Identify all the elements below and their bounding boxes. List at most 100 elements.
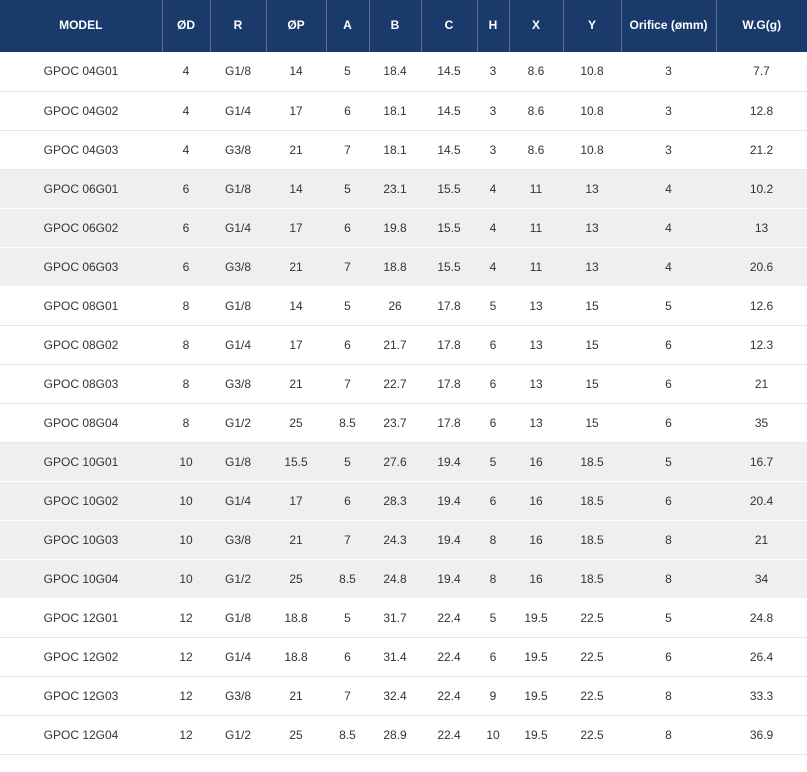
table-cell: 35 <box>716 403 807 443</box>
table-cell: 17 <box>266 481 326 521</box>
table-cell: 13 <box>716 208 807 248</box>
table-row: GPOC 06G03 6 G3/8 21 7 18.8 15.5 4 11 13 4 20.6 <box>0 247 807 287</box>
table-cell: 19.5 <box>509 715 563 755</box>
table-cell: 19.8 <box>369 208 421 248</box>
model-cell: GPOC 08G03 <box>0 364 162 404</box>
model-cell: GPOC 10G04 <box>0 559 162 599</box>
table-cell: G1/4 <box>210 481 266 521</box>
table-cell: 17.8 <box>421 364 477 404</box>
table-cell: 5 <box>477 442 509 482</box>
table-cell: 6 <box>621 403 716 443</box>
table-cell: 23.7 <box>369 403 421 443</box>
table-cell: 9 <box>477 676 509 716</box>
table-cell: 22.5 <box>563 637 621 677</box>
column-header: H <box>477 0 510 52</box>
model-cell: GPOC 06G03 <box>0 247 162 287</box>
table-cell: G3/8 <box>210 676 266 716</box>
table-cell: G3/8 <box>210 130 266 170</box>
table-cell: 13 <box>563 208 621 248</box>
table-cell: 18.5 <box>563 520 621 560</box>
table-cell: 12.8 <box>716 91 807 131</box>
model-cell: GPOC 12G04 <box>0 715 162 755</box>
table-cell: G1/4 <box>210 637 266 677</box>
column-header: A <box>326 0 370 52</box>
table-cell: 11 <box>509 208 563 248</box>
table-cell: 6 <box>621 325 716 365</box>
table-cell: 15 <box>563 325 621 365</box>
model-cell: GPOC 12G02 <box>0 637 162 677</box>
table-cell: G1/4 <box>210 91 266 131</box>
table-cell: 19.5 <box>509 676 563 716</box>
table-cell: G1/8 <box>210 442 266 482</box>
table-cell: 13 <box>509 286 563 326</box>
table-cell: G3/8 <box>210 364 266 404</box>
table-row: GPOC 12G02 12 G1/4 18.8 6 31.4 22.4 6 19.5 22.5 6 2… <box>0 637 807 677</box>
table-row: GPOC 04G03 4 G3/8 21 7 18.1 14.5 3 8.6 10.8 3 21.2 <box>0 130 807 170</box>
model-cell: GPOC 08G02 <box>0 325 162 365</box>
table-cell: 21 <box>266 130 326 170</box>
table-cell: 10.8 <box>563 52 621 92</box>
table-cell: 13 <box>509 364 563 404</box>
table-cell: 18.8 <box>266 598 326 638</box>
table-cell: 27.6 <box>369 442 421 482</box>
table-cell: 12.6 <box>716 286 807 326</box>
table-cell: 20.4 <box>716 481 807 521</box>
table-cell: 8 <box>477 559 509 599</box>
table-cell: 5 <box>477 286 509 326</box>
table-row: GPOC 10G01 10 G1/8 15.5 5 27.6 19.4 5 16 18.5 5 16.… <box>0 442 807 482</box>
table-cell: 5 <box>621 442 716 482</box>
model-cell: GPOC 04G01 <box>0 52 162 92</box>
table-cell: 5 <box>326 442 369 482</box>
table-cell: 14.5 <box>421 130 477 170</box>
table-cell: 21 <box>716 364 807 404</box>
model-cell: GPOC 10G03 <box>0 520 162 560</box>
table-cell: 11 <box>509 247 563 287</box>
table-cell: G1/8 <box>210 598 266 638</box>
table-cell: 13 <box>563 247 621 287</box>
table-cell: 22.5 <box>563 598 621 638</box>
table-cell: 17 <box>266 208 326 248</box>
table-cell: 5 <box>326 598 369 638</box>
table-cell: 28.3 <box>369 481 421 521</box>
table-cell: 8 <box>621 520 716 560</box>
table-cell: 6 <box>621 364 716 404</box>
table-body: GPOC 04G01 4 G1/8 14 5 18.4 14.5 3 8.6 10.8 3 7.7 GP… <box>0 52 807 755</box>
table-cell: 10 <box>477 715 509 755</box>
table-cell: 5 <box>326 286 369 326</box>
table-cell: 24.8 <box>369 559 421 599</box>
table-cell: 18.1 <box>369 91 421 131</box>
table-cell: 10 <box>162 559 210 599</box>
table-cell: 8.6 <box>509 91 563 131</box>
table-cell: 28.9 <box>369 715 421 755</box>
table-cell: G1/4 <box>210 208 266 248</box>
column-header: B <box>369 0 422 52</box>
table-cell: 16.7 <box>716 442 807 482</box>
table-cell: G1/8 <box>210 286 266 326</box>
column-header: R <box>210 0 267 52</box>
table-cell: 6 <box>477 637 509 677</box>
table-cell: 17 <box>266 91 326 131</box>
table-cell: 8.6 <box>509 130 563 170</box>
table-cell: 17.8 <box>421 403 477 443</box>
table-cell: 6 <box>162 208 210 248</box>
table-cell: 14 <box>266 169 326 209</box>
table-row: GPOC 08G03 8 G3/8 21 7 22.7 17.8 6 13 15 6 21 <box>0 364 807 404</box>
table-cell: 33.3 <box>716 676 807 716</box>
table-cell: 15 <box>563 286 621 326</box>
table-cell: 19.4 <box>421 559 477 599</box>
table-cell: 4 <box>477 247 509 287</box>
table-row: GPOC 10G03 10 G3/8 21 7 24.3 19.4 8 16 18.5 8 21 <box>0 520 807 560</box>
table-row: GPOC 06G01 6 G1/8 14 5 23.1 15.5 4 11 13 4 10.2 <box>0 169 807 209</box>
table-cell: 4 <box>621 208 716 248</box>
table-row: GPOC 08G02 8 G1/4 17 6 21.7 17.8 6 13 15 6 12.3 <box>0 325 807 365</box>
table-cell: 31.7 <box>369 598 421 638</box>
table-cell: 26 <box>369 286 421 326</box>
table-cell: 6 <box>477 364 509 404</box>
table-cell: G1/8 <box>210 52 266 92</box>
table-cell: 20.6 <box>716 247 807 287</box>
table-cell: 15.5 <box>421 247 477 287</box>
table-cell: 22.4 <box>421 715 477 755</box>
table-cell: 14.5 <box>421 52 477 92</box>
table-cell: 8.5 <box>326 715 369 755</box>
table-cell: 10 <box>162 520 210 560</box>
